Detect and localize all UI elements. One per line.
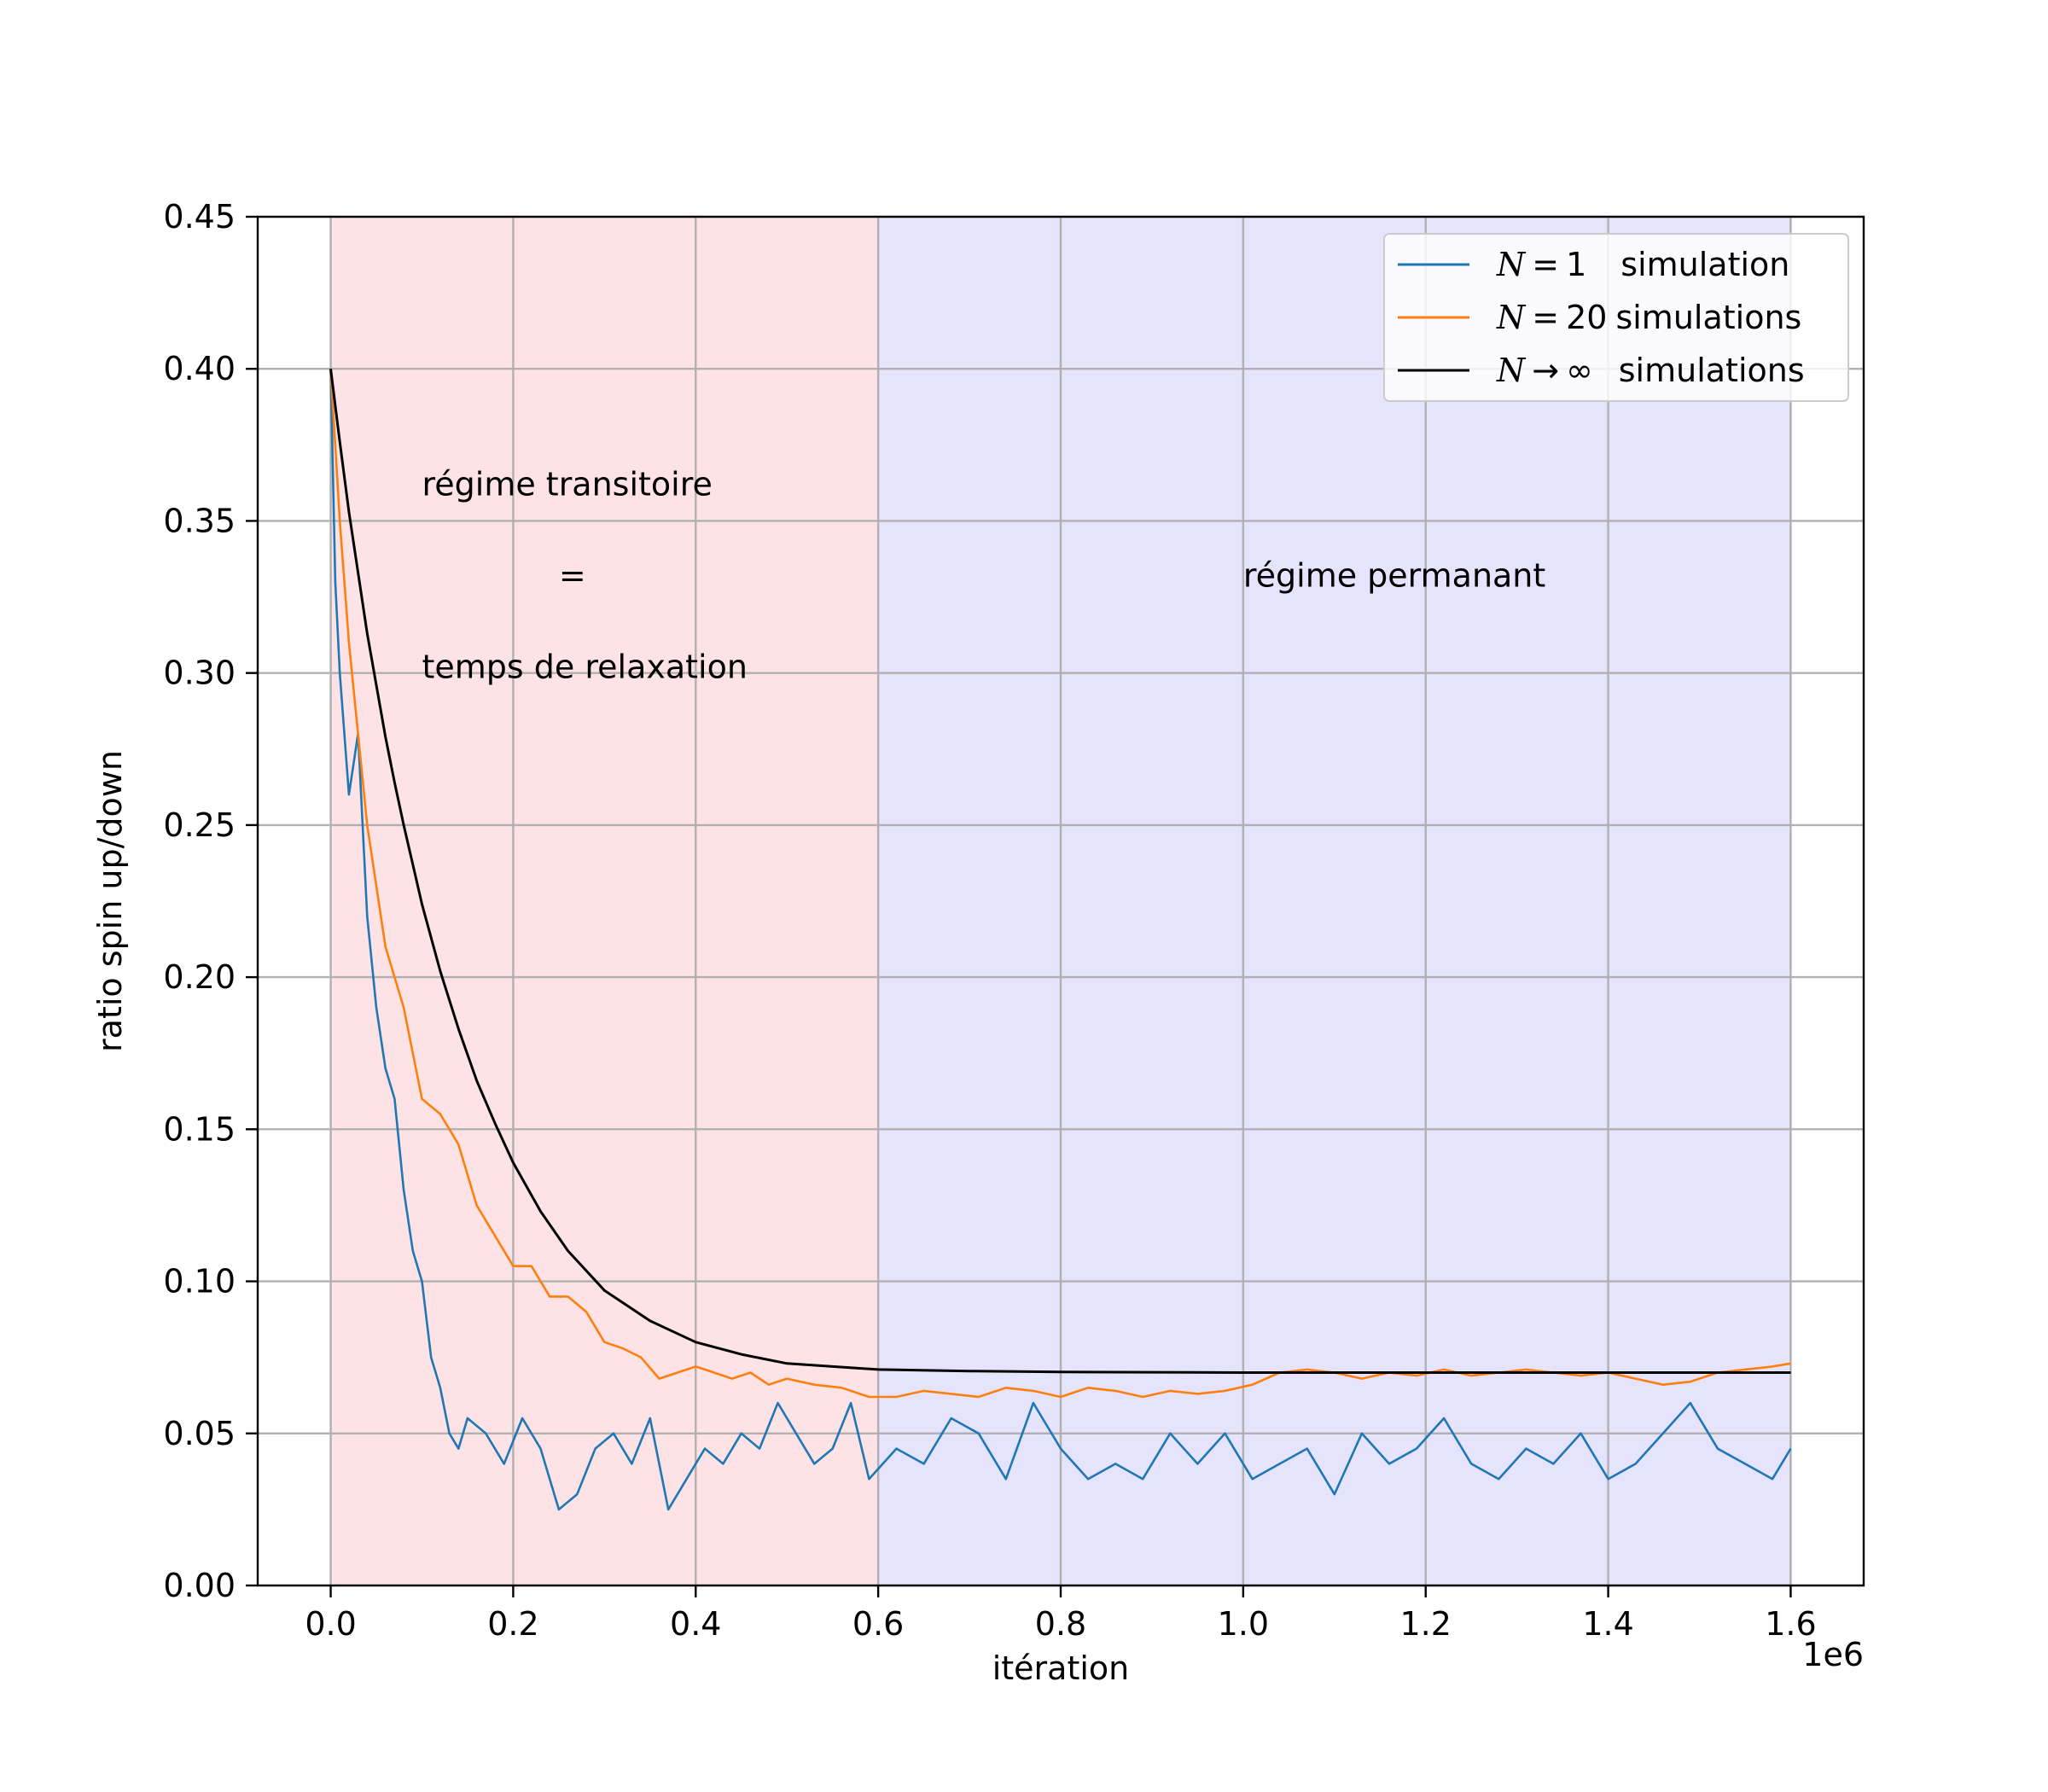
legend-count: 1	[1566, 246, 1586, 283]
legend-rel: =	[1532, 246, 1559, 283]
x-tick-label-2: 0.4	[670, 1605, 721, 1643]
legend-entry-n20: N = 20 simulations	[1398, 299, 1801, 336]
x-tick-label-6: 1.2	[1400, 1605, 1452, 1643]
legend-label-n1: N = 1 simulation	[1496, 246, 1789, 283]
legend-count: ∞	[1566, 352, 1593, 389]
x-axis-offset-label: 1e6	[1802, 1636, 1864, 1673]
annotation-temps-de-relaxation: temps de relaxation	[422, 649, 747, 686]
x-tick-label-4: 0.8	[1035, 1605, 1086, 1643]
annotation-equals: =	[559, 557, 586, 595]
y-tick-label-5: 0.25	[163, 806, 236, 844]
y-tick-label-4: 0.20	[163, 958, 236, 996]
shaded-regions	[330, 217, 1791, 1585]
legend-label-ninf: N → ∞ simulations	[1496, 352, 1805, 389]
y-tick-label-2: 0.10	[163, 1263, 236, 1300]
series-lines	[329, 369, 1792, 1511]
legend-count: 20	[1566, 299, 1607, 336]
region-1	[878, 217, 1791, 1585]
legend-entry-ninf: N → ∞ simulations	[1398, 352, 1805, 389]
y-tick-label-1: 0.05	[163, 1415, 236, 1452]
grid	[258, 215, 1864, 1587]
annotation-regime-permanant: régime permanant	[1243, 557, 1545, 595]
y-tick-label-8: 0.40	[163, 350, 236, 387]
legend-rel: =	[1532, 299, 1559, 336]
x-tick-label-3: 0.6	[852, 1605, 904, 1643]
x-tick-label-7: 1.4	[1582, 1605, 1633, 1643]
y-tick-label-6: 0.30	[163, 655, 236, 692]
legend-suffix: simulations	[1615, 299, 1801, 336]
legend-label-n20: N = 20 simulations	[1496, 299, 1801, 336]
annotations: régime transitoire = temps de relaxation…	[422, 466, 1545, 686]
y-tick-label-7: 0.35	[163, 502, 236, 539]
y-tick-label-9: 0.45	[163, 198, 236, 236]
legend-suffix: simulations	[1619, 352, 1805, 389]
legend-box	[1383, 233, 1849, 402]
series-line-2	[329, 369, 1791, 1374]
axis-ticks: 0.0 0.2 0.4 0.6 0.8 1.0 1.2 1.4 1.6 0.00 0.05 0.10 0…	[163, 198, 1816, 1643]
x-tick-label-8: 1.6	[1765, 1605, 1816, 1643]
legend-suffix: simulation	[1620, 246, 1789, 283]
x-tick-label-0: 0.0	[305, 1605, 356, 1643]
legend: N = 1 simulation N = 20 simulations N → ∞ simulat…	[1383, 233, 1849, 402]
annotation-regime-transitoire: régime transitoire	[422, 466, 712, 503]
x-tick-label-1: 0.2	[487, 1605, 538, 1643]
legend-var: N	[1496, 246, 1527, 283]
legend-var: N	[1496, 299, 1527, 336]
legend-rel: →	[1532, 352, 1559, 389]
x-axis-label: itération	[992, 1649, 1130, 1687]
series-line-0	[329, 369, 1792, 1511]
legend-var: N	[1496, 352, 1527, 389]
y-tick-label-3: 0.15	[163, 1110, 236, 1148]
y-tick-label-0: 0.00	[163, 1567, 236, 1604]
y-axis-label: ratio spin up/down	[91, 750, 129, 1052]
x-tick-label-5: 1.0	[1218, 1605, 1269, 1643]
legend-entry-n1: N = 1 simulation	[1398, 246, 1789, 283]
